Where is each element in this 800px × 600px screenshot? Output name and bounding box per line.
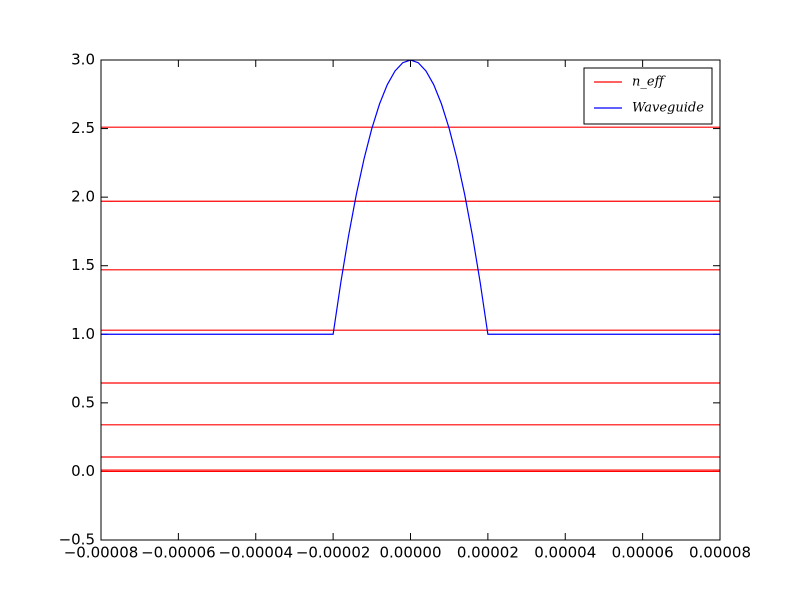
legend: n_eff Waveguide xyxy=(583,67,713,125)
y-tick-label: 1.5 xyxy=(71,256,95,274)
x-tick-label: −0.00008 xyxy=(64,544,139,562)
x-tick-label: 0.00004 xyxy=(534,544,596,562)
y-tick-label: 2.5 xyxy=(71,119,95,137)
x-tick-label: −0.00006 xyxy=(141,544,216,562)
x-tick-label: 0.00002 xyxy=(457,544,519,562)
y-tick-label: 1.0 xyxy=(71,325,95,343)
legend-label: Waveguide xyxy=(632,101,704,116)
x-tick-label: 0.00000 xyxy=(379,544,441,562)
y-tick-label: 0.0 xyxy=(71,462,95,480)
plot-frame xyxy=(100,59,721,541)
plot-area xyxy=(101,60,720,473)
series-line xyxy=(101,60,720,335)
legend-box xyxy=(583,67,713,125)
legend-label: n_eff xyxy=(632,75,667,90)
y-tick-label: −0.5 xyxy=(59,531,95,549)
x-tick-label: 0.00006 xyxy=(612,544,674,562)
y-tick-label: 2.0 xyxy=(71,188,95,206)
y-tick-label: 0.5 xyxy=(71,393,95,411)
x-tick-label: −0.00004 xyxy=(218,544,293,562)
x-tick-label: 0.00008 xyxy=(689,544,751,562)
y-tick-label: 3.0 xyxy=(71,51,95,69)
x-tick-label: −0.00002 xyxy=(296,544,371,562)
